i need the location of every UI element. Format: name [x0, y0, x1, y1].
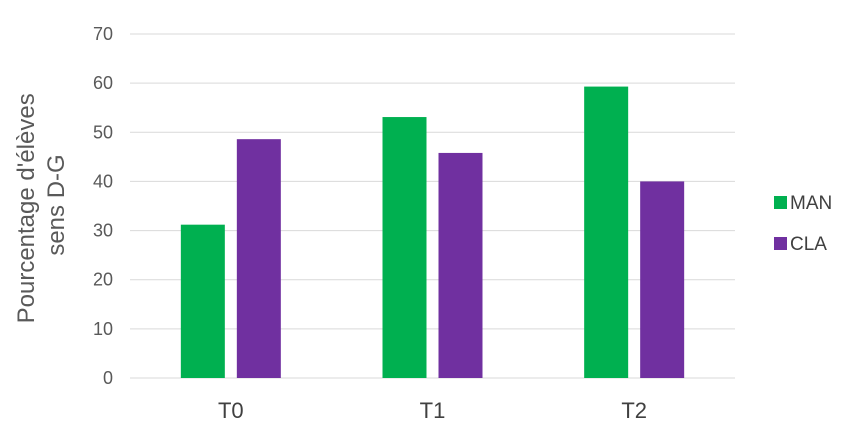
gridlines: [130, 33, 735, 379]
y-tick-label: 20: [93, 270, 113, 290]
y-tick-label: 10: [93, 319, 113, 339]
x-axis-ticks: T0 T1 T2: [218, 398, 647, 423]
x-tick-label: T1: [420, 398, 446, 423]
bar-cla-t0: [236, 139, 281, 378]
legend-swatch-man: [774, 196, 787, 209]
bar-man-t1: [382, 117, 427, 379]
y-tick-label: 0: [103, 368, 113, 388]
bar-cla-t2: [640, 181, 685, 378]
y-tick-label: 40: [93, 171, 113, 191]
y-axis-label: Pourcentage d'élèves sens D-G: [13, 87, 70, 324]
legend-label-cla: CLA: [790, 234, 827, 255]
bar-man-t2: [584, 86, 629, 378]
legend-label-man: MAN: [790, 193, 832, 214]
legend: MAN CLA: [774, 193, 832, 255]
y-tick-label: 50: [93, 122, 113, 142]
y-tick-label: 70: [93, 24, 113, 44]
bar-cla-t1: [438, 152, 483, 378]
bars: [180, 86, 685, 379]
y-axis-ticks: 0 10 20 30 40 50 60 70: [93, 24, 113, 388]
y-axis-label-line-1: Pourcentage d'élèves: [13, 93, 40, 323]
y-tick-label: 30: [93, 221, 113, 241]
legend-swatch-cla: [774, 237, 787, 250]
bar-man-t0: [180, 224, 225, 378]
x-tick-label: T0: [218, 398, 244, 423]
y-axis-label-line-2: sens D-G: [43, 154, 70, 255]
x-tick-label: T2: [621, 398, 647, 423]
y-tick-label: 60: [93, 73, 113, 93]
